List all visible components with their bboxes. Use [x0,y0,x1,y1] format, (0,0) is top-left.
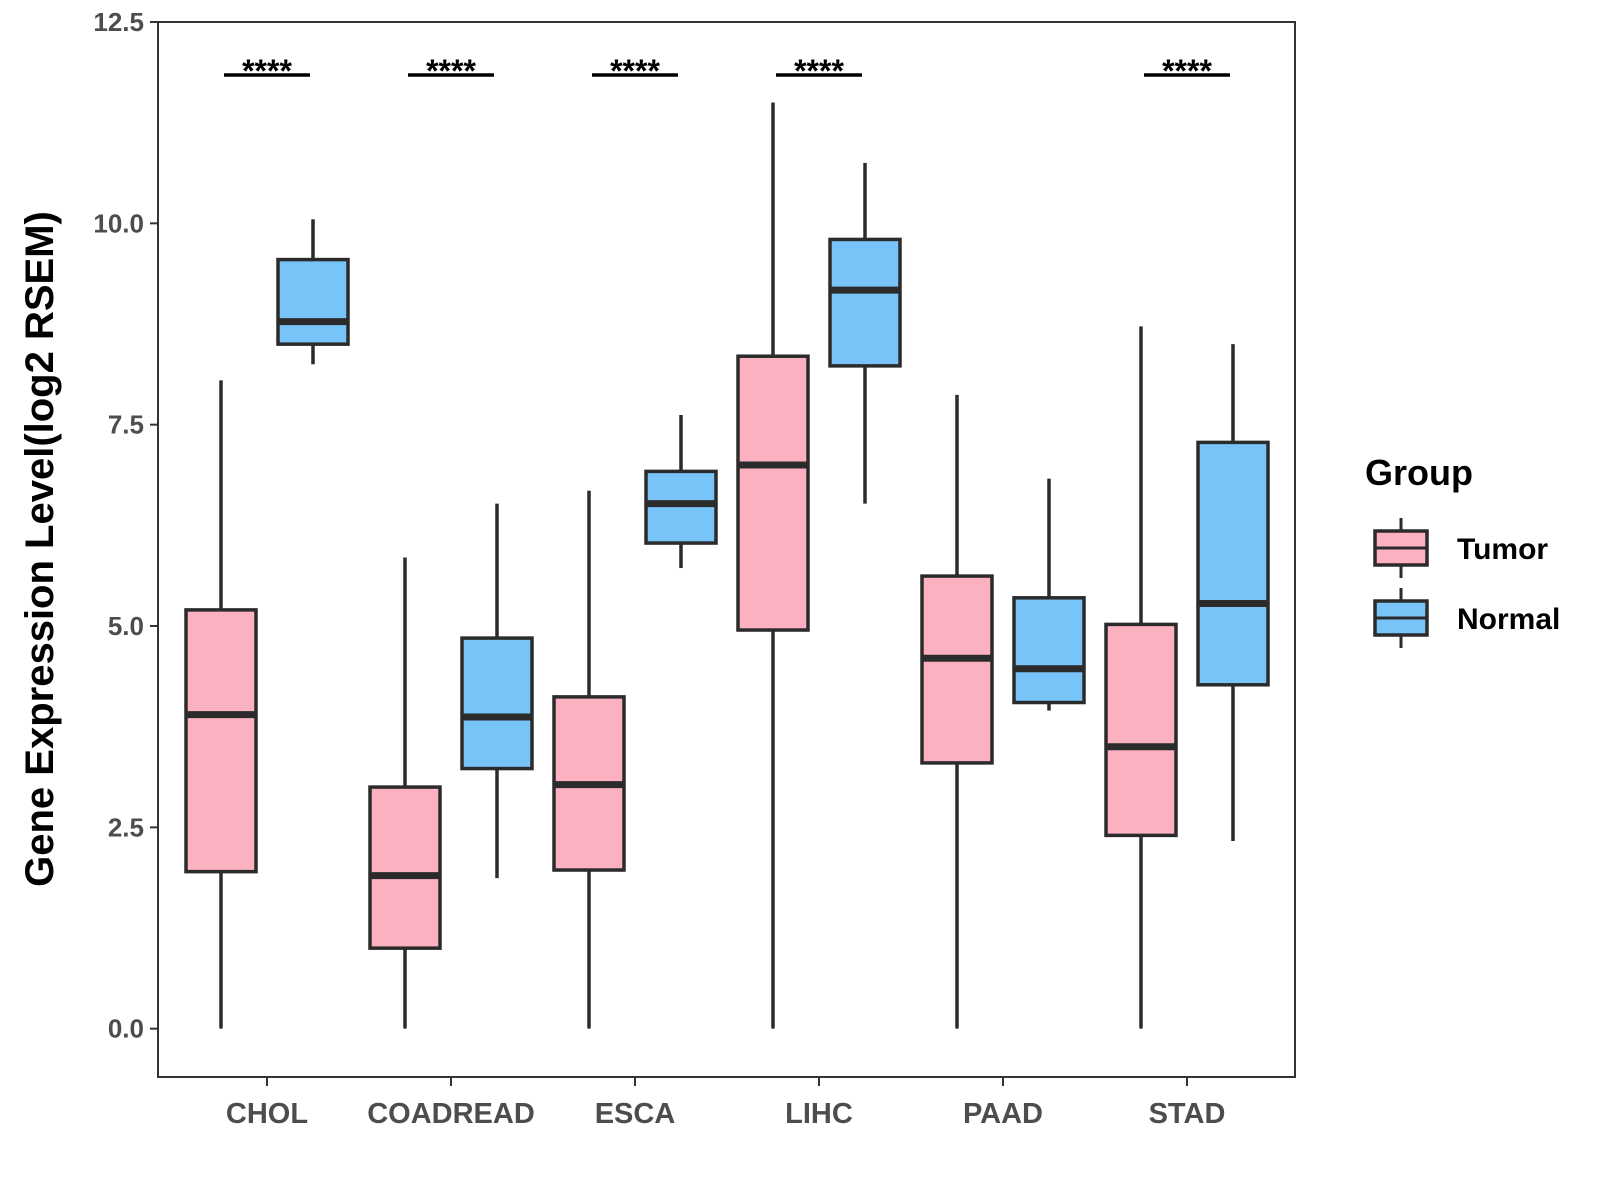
box-body [276,257,350,346]
significance-stad: **** [1144,53,1230,89]
box-body [644,469,718,545]
y-tick-label: 5.0 [108,611,144,641]
y-tick-label: 12.5 [93,7,144,37]
box-normal-coadread [460,503,534,879]
x-tick-label: COADREAD [367,1098,535,1130]
box-normal-esca [644,415,718,569]
box-body [184,608,258,874]
box-body [1196,440,1270,687]
box-tumor-stad [1104,326,1178,1029]
y-tick-label: 7.5 [108,410,144,440]
box-normal-paad [1012,478,1086,711]
x-tick-label: CHOL [226,1098,308,1130]
legend-label: Tumor [1457,533,1548,566]
legend: Group Tumor Normal [1365,452,1560,648]
significance-label: **** [610,53,660,89]
legend-title: Group [1365,452,1473,493]
legend-label: Normal [1457,603,1560,636]
legend-entry-tumor: Tumor [1373,518,1548,578]
y-tick-label: 0.0 [108,1014,144,1044]
box-body [1104,622,1178,838]
significance-esca: **** [592,53,678,89]
significance-lihc: **** [776,53,862,89]
significance-label: **** [794,53,844,89]
y-axis-title: Gene Expression Level(log2 RSEM) [18,211,62,887]
significance-label: **** [242,53,292,89]
significance-label: **** [1162,53,1212,89]
box-tumor-chol [184,380,258,1029]
legend-entry-normal: Normal [1373,588,1560,648]
box-tumor-esca [552,490,626,1029]
box-tumor-coadread [368,557,442,1029]
x-tick-label: LIHC [785,1098,853,1130]
significance-coadread: **** [408,53,494,89]
y-tick-label: 10.0 [93,208,144,238]
box-normal-stad [1196,344,1270,842]
box-normal-chol [276,219,350,365]
plot-panel-border [157,21,1296,1078]
box-body [736,354,810,632]
x-tick-label: ESCA [595,1098,676,1130]
box-body [1012,596,1086,705]
box-tumor-paad [920,394,994,1029]
x-tick-label: STAD [1149,1098,1226,1130]
box-body [460,636,534,771]
x-tick-label: PAAD [963,1098,1043,1130]
y-tick-label: 2.5 [108,812,144,842]
significance-label: **** [426,53,476,89]
box-body [368,785,442,950]
box-tumor-lihc [736,102,810,1029]
significance-chol: **** [224,53,310,89]
box-body [828,237,902,368]
box-normal-lihc [828,162,902,504]
box-body [920,574,994,765]
